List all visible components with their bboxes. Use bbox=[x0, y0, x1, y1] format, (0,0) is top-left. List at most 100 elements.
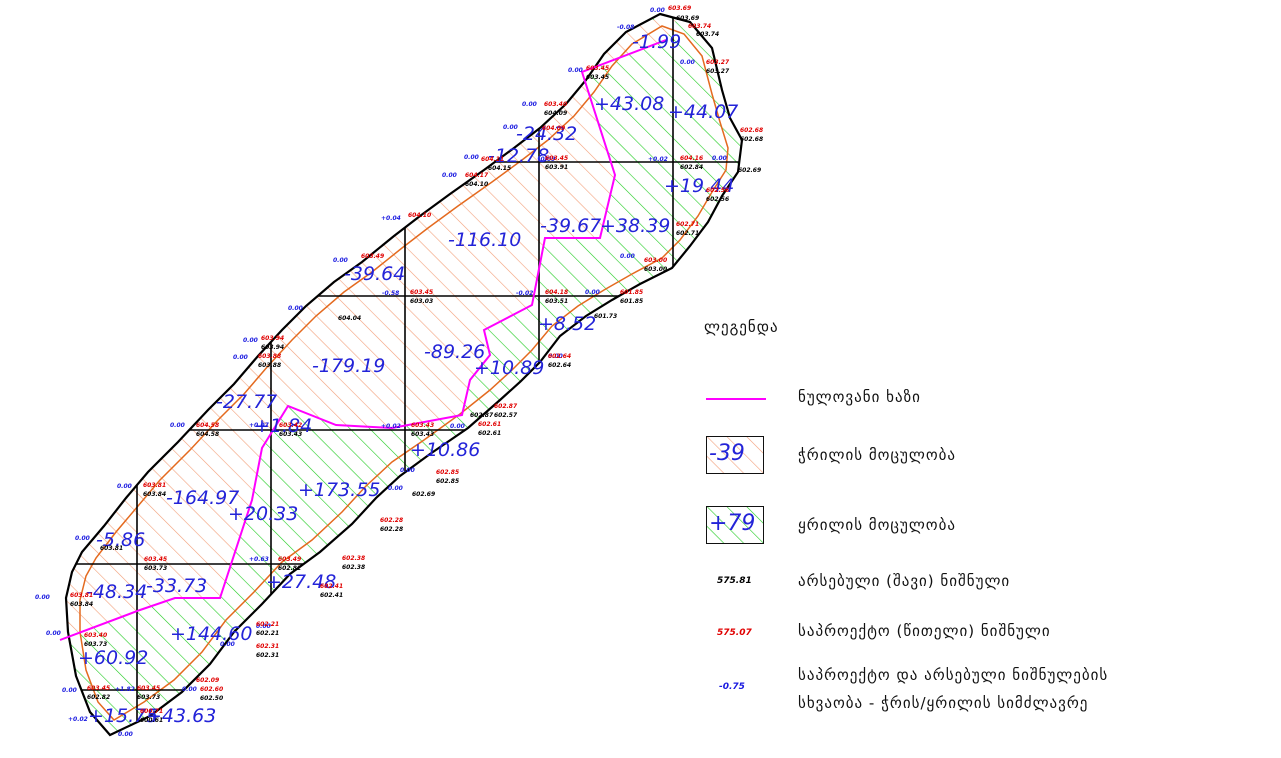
fill-volume-label: +44.07 bbox=[668, 101, 738, 123]
existing-elevation: 602.57 bbox=[494, 412, 518, 419]
elevation-difference: 0.00 bbox=[400, 467, 415, 474]
elevation-difference: 0.00 bbox=[585, 289, 600, 296]
elevation-difference: 0.00 bbox=[288, 305, 303, 312]
legend-zero-line-label: ნულოვანი ხაზი bbox=[798, 388, 921, 406]
elevation-difference: 0.00 bbox=[118, 731, 133, 738]
design-elevation: 603.81 bbox=[143, 482, 166, 489]
legend-cut-sample: -39 bbox=[709, 441, 745, 466]
design-elevation: 603.45 bbox=[545, 155, 568, 162]
elevation-difference: -0.02 bbox=[516, 290, 533, 297]
design-elevation: 604.11 bbox=[481, 156, 504, 163]
existing-elevation: 602.31 bbox=[256, 652, 279, 659]
existing-elevation: 603.74 bbox=[696, 31, 719, 38]
fill-volume-label: +27.48 bbox=[266, 571, 336, 593]
design-elevation: 604.17 bbox=[465, 172, 489, 179]
fill-volume-label: +20.33 bbox=[228, 503, 298, 525]
cut-volume-label: -33.73 bbox=[146, 575, 207, 597]
fill-volume-label: +173.55 bbox=[298, 479, 380, 501]
existing-elevation: 602.50 bbox=[200, 695, 223, 702]
design-elevation: 603.40 bbox=[84, 632, 107, 639]
elevation-difference: +0.07 bbox=[249, 422, 270, 429]
legend-design-sample: 575.07 bbox=[717, 628, 752, 638]
design-elevation: 602.87 bbox=[494, 403, 518, 410]
legend-cut-swatch: -39 bbox=[706, 436, 764, 474]
existing-elevation: 603.84 bbox=[70, 601, 93, 608]
fill-volume-label: +8.52 bbox=[538, 313, 596, 335]
elevation-difference: 0.00 bbox=[243, 337, 258, 344]
design-elevation: 603.94 bbox=[261, 335, 284, 342]
legend-cut-label: ჭრილის მოცულობა bbox=[798, 446, 957, 464]
cut-volume-label: -39.67 bbox=[540, 215, 601, 237]
legend-fill-sample: +79 bbox=[709, 511, 756, 536]
existing-elevation: 604.10 bbox=[465, 181, 488, 188]
design-elevation: 602.28 bbox=[380, 517, 403, 524]
cut-volume-label: -179.19 bbox=[312, 355, 385, 377]
elevation-difference: 0.00 bbox=[256, 623, 271, 630]
design-elevation: 603.45 bbox=[410, 289, 433, 296]
cut-volume-label: -116.10 bbox=[448, 229, 521, 251]
legend-fill-label: ყრილის მოცულობა bbox=[798, 516, 956, 534]
existing-elevation: 602.87 bbox=[470, 412, 494, 419]
legend-difference-sample: -0.75 bbox=[719, 682, 745, 692]
design-elevation: 604.10 bbox=[408, 212, 431, 219]
existing-elevation: 602.41 bbox=[320, 592, 343, 599]
design-elevation: 601.85 bbox=[620, 289, 643, 296]
existing-elevation: 602.84 bbox=[680, 164, 703, 171]
existing-elevation: 603.94 bbox=[261, 344, 284, 351]
existing-elevation: 604.15 bbox=[488, 165, 511, 172]
existing-elevation: 602.68 bbox=[740, 136, 763, 143]
existing-elevation: 603.84 bbox=[143, 491, 166, 498]
existing-elevation: 602.28 bbox=[380, 526, 403, 533]
cut-volume-label: -1.99 bbox=[632, 31, 681, 53]
design-elevation: 603.27 bbox=[706, 59, 730, 66]
elevation-difference: 0.00 bbox=[568, 67, 583, 74]
elevation-difference: 0.00 bbox=[680, 59, 695, 66]
existing-elevation: 603.73 bbox=[144, 565, 167, 572]
cut-volume-label: -164.97 bbox=[166, 487, 239, 509]
fill-volume-label: +144.60 bbox=[170, 623, 252, 645]
elevation-difference: +0.02 bbox=[381, 423, 401, 430]
legend-difference-label-line2: სხვაობა - ჭრის/ყრილის სიმძლავრე bbox=[798, 694, 1089, 712]
elevation-difference: +0.02 bbox=[648, 156, 668, 163]
legend-title: ლეგენდა bbox=[704, 318, 779, 336]
existing-elevation: 603.43 bbox=[279, 431, 302, 438]
existing-elevation: 604.04 bbox=[338, 315, 361, 322]
existing-elevation: 602.82 bbox=[278, 565, 301, 572]
design-elevation: 604.16 bbox=[680, 155, 703, 162]
existing-elevation: 603.43 bbox=[411, 431, 434, 438]
elevation-difference: 0.00 bbox=[220, 641, 235, 648]
design-elevation: 602.41 bbox=[320, 583, 343, 590]
fill-volume-label: +60.92 bbox=[78, 647, 148, 669]
zero-line bbox=[59, 39, 667, 641]
fill-volume-label: +15.75 bbox=[88, 705, 158, 727]
existing-elevation: 602.85 bbox=[436, 478, 459, 485]
existing-elevation-labels: 603.69 603.74 603.27 602.68 602.69 602.5… bbox=[70, 15, 763, 724]
fill-volume-label: +10.89 bbox=[474, 357, 544, 379]
elevation-difference: 0.00 bbox=[650, 7, 665, 14]
elevation-difference: 0.00 bbox=[503, 124, 518, 131]
fill-volume-label: +10.86 bbox=[410, 439, 480, 461]
existing-elevation: 603.88 bbox=[258, 362, 281, 369]
fill-volume-label: +19.44 bbox=[664, 175, 734, 197]
design-elevation: 603.88 bbox=[258, 353, 281, 360]
legend-existing-label: არსებული (შავი) ნიშნული bbox=[798, 572, 1011, 590]
existing-elevation: 603.51 bbox=[545, 298, 568, 305]
design-elevation: 604.18 bbox=[545, 289, 568, 296]
design-elevation: 603.45 bbox=[137, 685, 160, 692]
design-elevation: 603.49 bbox=[361, 253, 384, 260]
elevation-difference: 0.00 bbox=[233, 354, 248, 361]
legend-existing-sample: 575.81 bbox=[717, 576, 752, 586]
elevation-difference: 0.00 bbox=[548, 353, 563, 360]
existing-elevation: 603.45 bbox=[586, 74, 609, 81]
cut-volume-label: -48.34 bbox=[86, 581, 147, 603]
existing-elevation: 602.69 bbox=[412, 491, 435, 498]
design-elevation: 602.38 bbox=[342, 555, 365, 562]
existing-elevation: 601.73 bbox=[594, 313, 617, 320]
design-elevation-labels: 603.69 603.74 603.27 602.68 602.56 602.7… bbox=[70, 5, 763, 715]
fill-volume-label: +43.08 bbox=[594, 93, 664, 115]
elevation-difference: +0.63 bbox=[249, 556, 269, 563]
existing-elevation: 603.91 bbox=[545, 164, 568, 171]
fill-volume-label: +38.39 bbox=[600, 215, 670, 237]
existing-elevation: 603.00 bbox=[644, 266, 667, 273]
